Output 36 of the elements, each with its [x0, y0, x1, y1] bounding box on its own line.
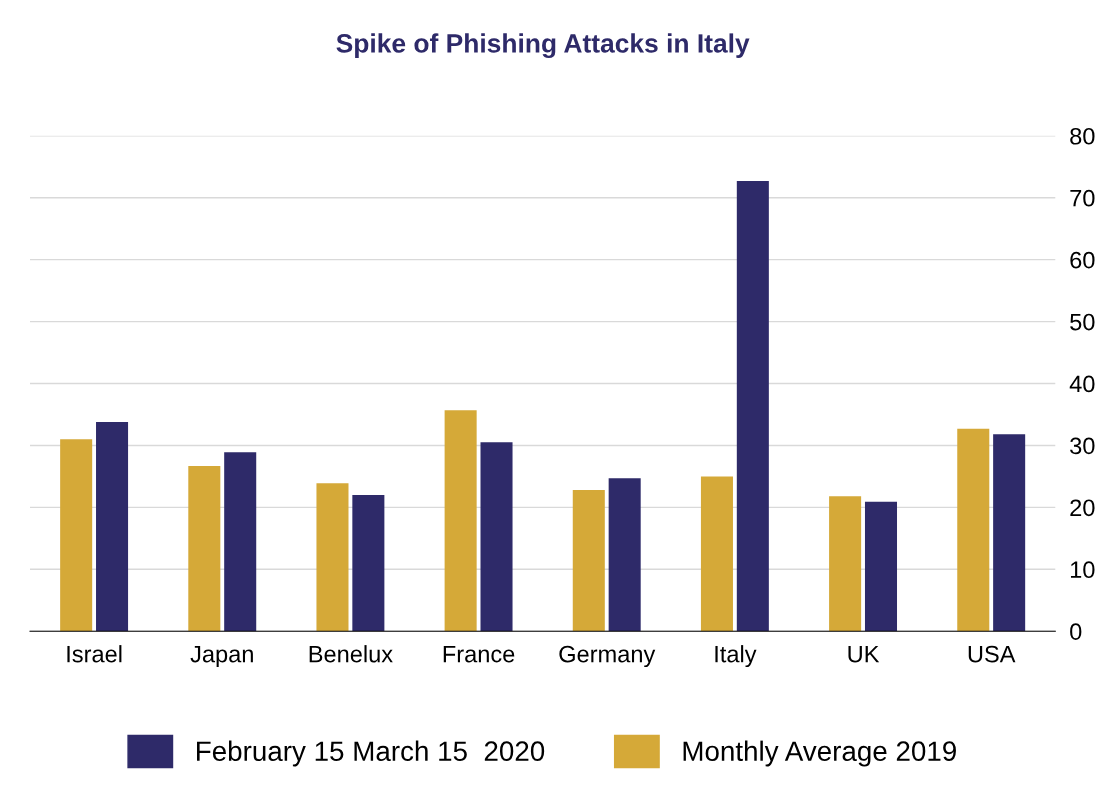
- bar: [224, 452, 257, 632]
- bar: [736, 181, 769, 632]
- y-tick-label: 20: [1070, 499, 1095, 517]
- bar: [188, 465, 221, 632]
- bar: [96, 421, 129, 632]
- x-tick-label: Japan: [190, 645, 253, 668]
- bar: [993, 434, 1026, 632]
- x-tick-label: Germany: [559, 645, 656, 668]
- bar: [829, 496, 862, 632]
- y-tick-label: 80: [1070, 127, 1095, 145]
- y-tick-label: 50: [1070, 313, 1095, 331]
- bar: [572, 490, 605, 632]
- y-tick-label: 0: [1070, 623, 1082, 640]
- bar: [608, 478, 641, 632]
- bar: [60, 439, 93, 632]
- x-tick-label: UK: [848, 645, 880, 663]
- bar: [700, 476, 733, 632]
- x-tick-label: Italy: [715, 645, 757, 668]
- legend-label: February 15 March 15 2020: [197, 740, 545, 767]
- y-tick-label: 60: [1070, 251, 1095, 269]
- bar: [957, 428, 990, 632]
- x-tick-label: Benelux: [309, 645, 393, 663]
- x-tick-label: France: [443, 645, 515, 663]
- y-tick-label: 30: [1070, 437, 1095, 455]
- y-tick-label: 40: [1069, 375, 1095, 393]
- bar: [316, 483, 349, 632]
- legend-label: Monthly Average 2019: [683, 740, 956, 767]
- y-tick-label: 70: [1070, 189, 1095, 207]
- bar: [444, 410, 477, 632]
- y-tick-label: 10: [1070, 561, 1095, 579]
- chart-title: Spike of Phishing Attacks in Italy: [336, 33, 750, 59]
- bar: [480, 442, 513, 632]
- bar: [864, 501, 898, 632]
- x-tick-label: Israel: [67, 645, 122, 663]
- bar: [352, 494, 385, 632]
- x-tick-label: USA: [968, 645, 1016, 663]
